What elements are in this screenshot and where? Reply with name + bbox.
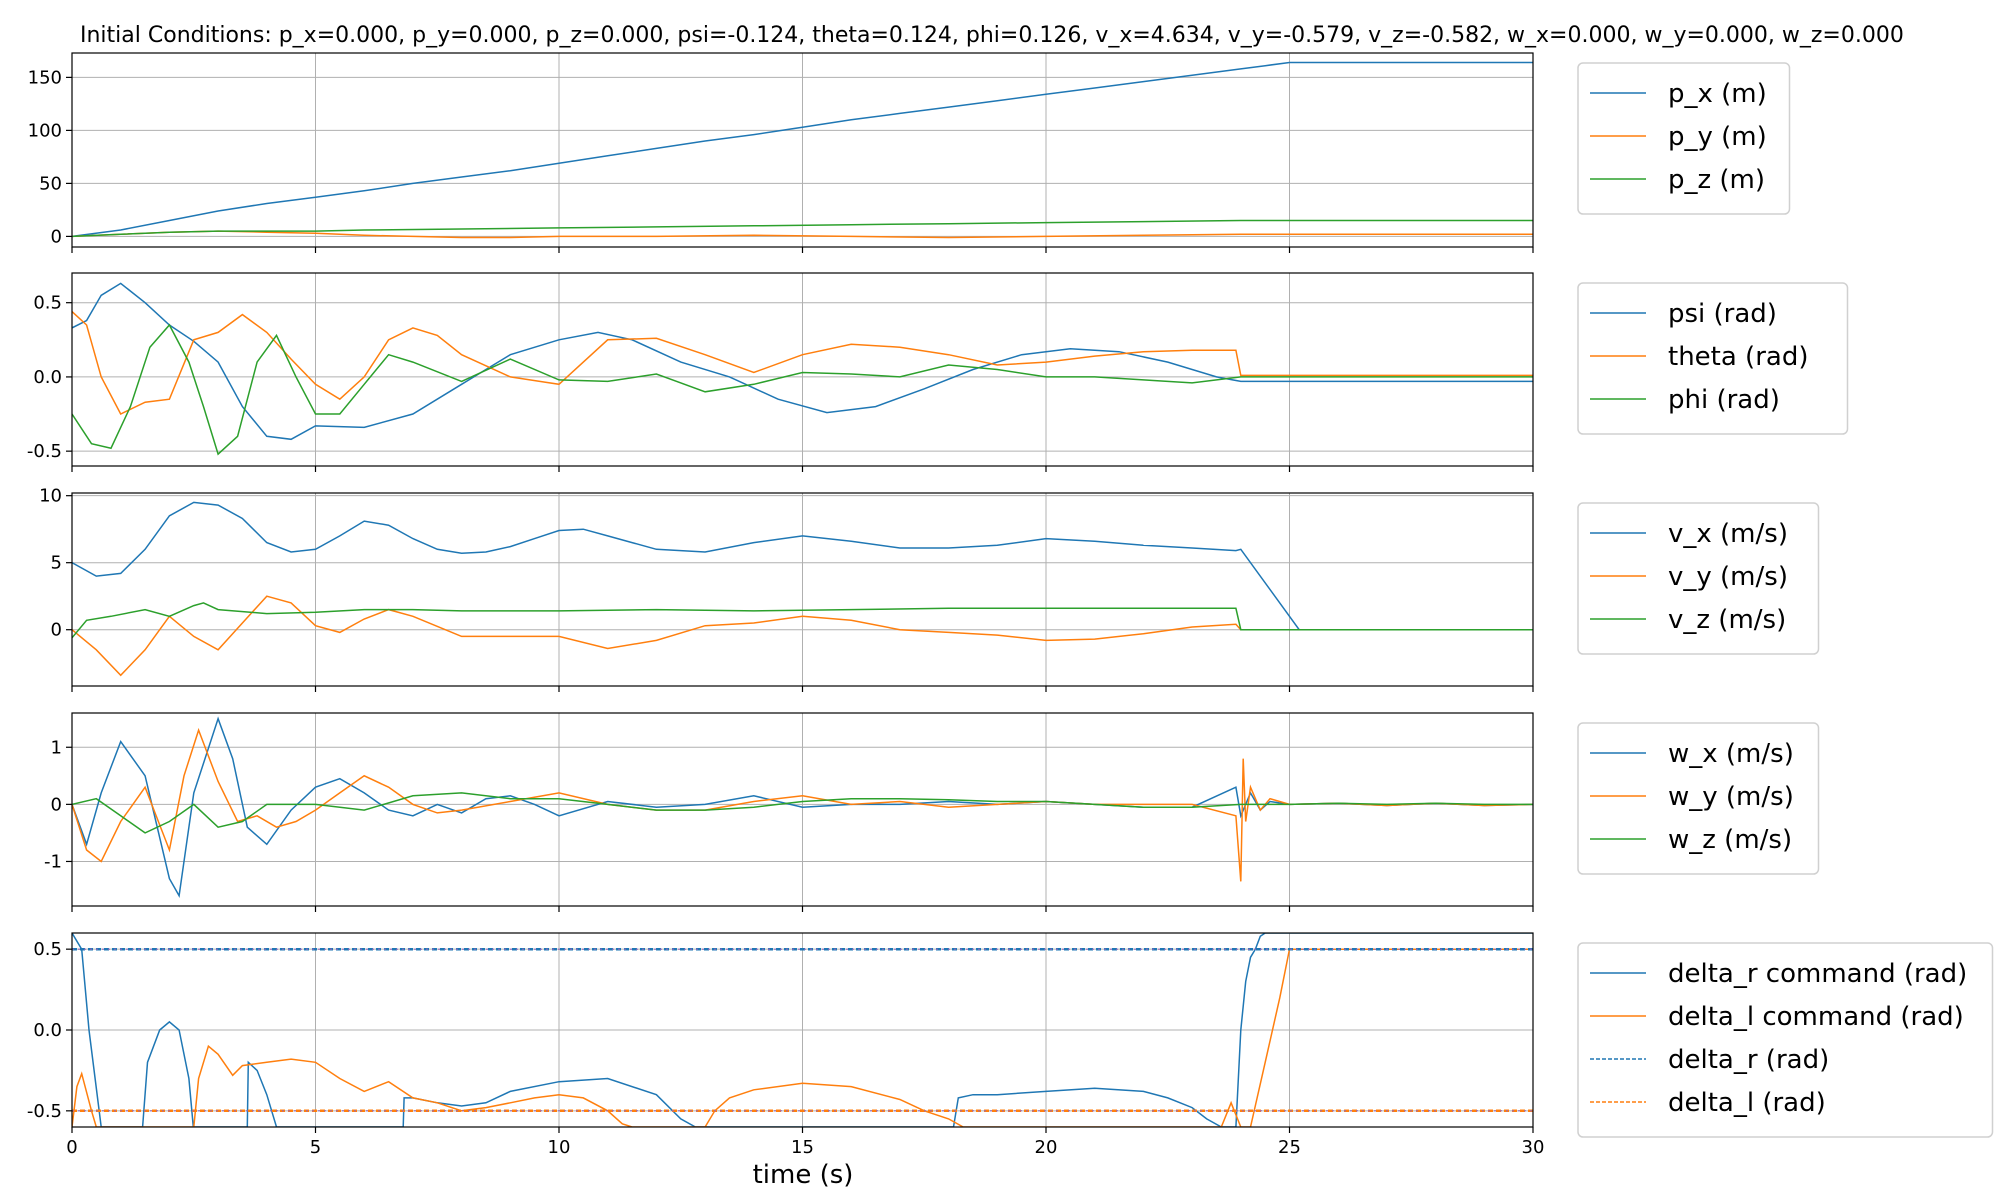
legend-box <box>1577 62 1791 215</box>
x-tick-label: 15 <box>791 1137 814 1158</box>
legend-label: w_z (m/s) <box>1668 825 1792 855</box>
grid <box>71 273 1534 466</box>
series-line-delta-r <box>72 933 1533 1127</box>
series-line-p-x <box>72 61 1533 238</box>
legend-box <box>1577 942 1994 1138</box>
legend-box <box>1577 722 1820 875</box>
subplot-2: -0.5 0.0 0.5 psi (rad) theta (rad) phi (rad) <box>27 272 1849 472</box>
y-tick-label: 100 <box>28 120 62 141</box>
x-tick-label: 0 <box>66 1137 77 1158</box>
legend-label: w_x (m/s) <box>1668 739 1794 769</box>
legend-label: delta_l (rad) <box>1668 1088 1826 1118</box>
legend-label: w_y (m/s) <box>1668 782 1794 812</box>
legend: psi (rad) theta (rad) phi (rad) <box>1577 282 1849 435</box>
subplot-3: 0 5 10 v_x (m/s) v_y (m/s) v_z (m/s) <box>39 486 1820 692</box>
legend-label: p_x (m) <box>1668 79 1767 109</box>
legend-box <box>1577 282 1849 435</box>
y-tick-label: 150 <box>28 67 62 88</box>
series-line-theta <box>72 311 1533 415</box>
grid <box>71 493 1534 686</box>
legend-label: v_z (m/s) <box>1668 605 1786 635</box>
x-tick-label: 25 <box>1278 1137 1301 1158</box>
legend-label: delta_l command (rad) <box>1668 1002 1964 1032</box>
legend-label: phi (rad) <box>1668 385 1780 415</box>
series-line-v-x <box>72 501 1533 631</box>
series-line-v-y <box>72 595 1533 677</box>
series-line-w-x <box>72 716 1533 898</box>
y-tick-label: 0.0 <box>33 367 62 388</box>
x-tick-label: 5 <box>310 1137 321 1158</box>
legend-label: delta_r command (rad) <box>1668 959 1967 989</box>
legend-label: p_y (m) <box>1668 122 1767 152</box>
grid <box>71 933 1534 1127</box>
grid <box>71 53 1534 247</box>
legend-box <box>1577 502 1820 655</box>
legend-label: v_x (m/s) <box>1668 519 1788 549</box>
y-tick-label: 5 <box>51 553 62 574</box>
y-tick-label: 0 <box>51 226 62 247</box>
legend-label: p_z (m) <box>1668 165 1765 195</box>
series-line-w-z <box>72 792 1533 834</box>
x-tick-label: 20 <box>1035 1137 1058 1158</box>
y-tick-label: 1 <box>51 737 62 758</box>
legend: v_x (m/s) v_y (m/s) v_z (m/s) <box>1577 502 1820 655</box>
y-tick-label: 0 <box>51 794 62 815</box>
series-line-delta-l <box>72 948 1533 1127</box>
legend: delta_r command (rad) delta_l command (ra… <box>1577 942 1994 1138</box>
legend-label: theta (rad) <box>1668 342 1808 372</box>
y-tick-label: 50 <box>39 173 62 194</box>
figure-title: Initial Conditions: p_x=0.000, p_y=0.000… <box>80 23 1904 48</box>
series-line-v-z <box>72 602 1533 639</box>
y-tick-label: 0 <box>51 620 62 641</box>
legend: w_x (m/s) w_y (m/s) w_z (m/s) <box>1577 722 1820 875</box>
legend-label: delta_r (rad) <box>1668 1045 1829 1075</box>
x-axis-label: time (s) <box>753 1160 854 1190</box>
series-line-phi <box>72 323 1533 456</box>
subplot-4: -1 0 1 w_x (m/s) w_y (m/s) w_z (m/s) <box>44 712 1820 912</box>
series-line-psi <box>72 282 1533 441</box>
x-tick-label: 10 <box>548 1137 571 1158</box>
y-tick-label: 10 <box>39 486 62 507</box>
legend: p_x (m) p_y (m) p_z (m) <box>1577 62 1791 215</box>
y-tick-label: -0.5 <box>27 441 62 462</box>
y-tick-label: 0.0 <box>33 1020 62 1041</box>
subplot-1: 0 50 100 150 p_x (m) p_y (m) p_z (m) <box>28 52 1791 253</box>
x-tick-label: 30 <box>1522 1137 1545 1158</box>
y-tick-label: -1 <box>44 851 62 872</box>
series-line-p-z <box>72 219 1533 238</box>
legend-label: psi (rad) <box>1668 299 1777 329</box>
y-tick-label: -0.5 <box>27 1101 62 1122</box>
legend-label: v_y (m/s) <box>1668 562 1788 592</box>
y-tick-label: 0.5 <box>33 939 62 960</box>
y-tick-label: 0.5 <box>33 293 62 314</box>
subplot-5: -0.5 0.0 0.5 0 5 10 15 20 25 30 delta_r command (r… <box>27 932 1994 1158</box>
